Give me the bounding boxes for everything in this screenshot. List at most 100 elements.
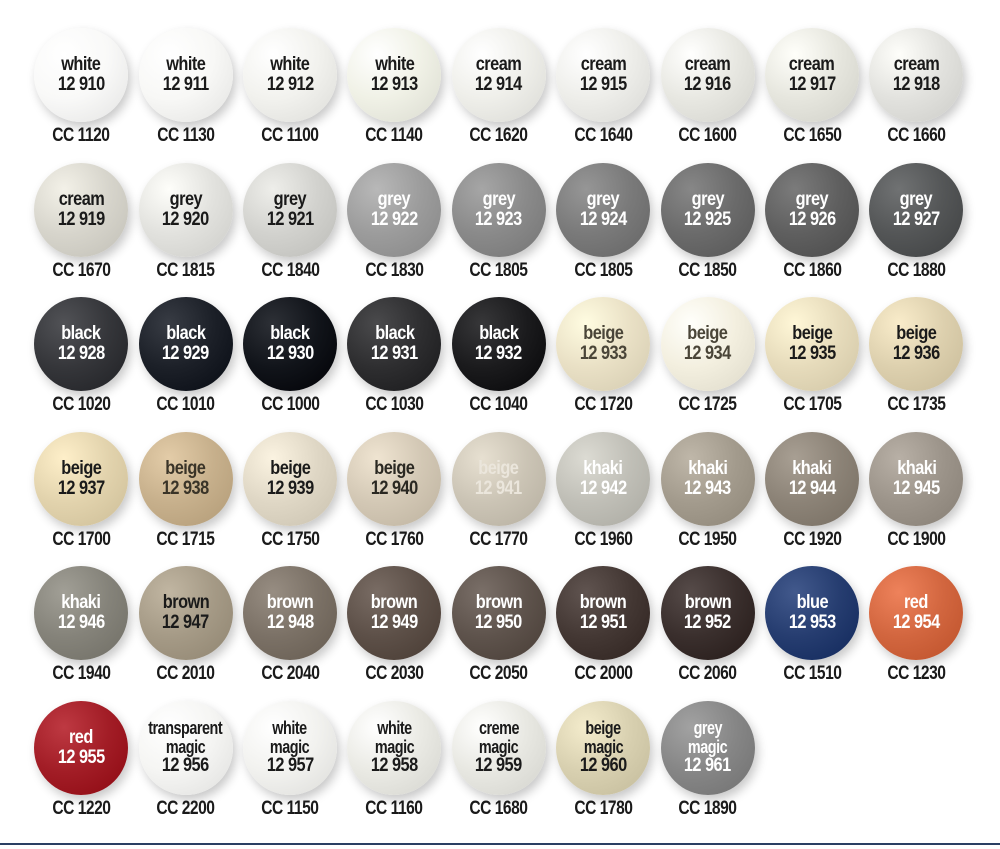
color-swatch: beige 12 935 CC 1705 [760,297,864,432]
color-name: grey [482,188,516,210]
color-code: CC 1650 [782,125,842,146]
color-name: magic [479,736,519,757]
color-number: 12 934 [684,343,731,364]
color-code: CC 1920 [782,528,842,550]
color-swatch: white 12 910 CC 1120 [29,28,133,163]
color-name: black [479,323,519,345]
color-name: beige [791,323,833,345]
color-swatch-grid: white 12 910 CC 1120 white 12 911 CC 1130 whit… [29,28,969,835]
color-name: magic [583,736,624,757]
color-name: grey [691,188,724,210]
color-name: khaki [792,457,832,479]
color-number: 12 921 [266,208,314,230]
color-disc: grey 12 920 [138,162,233,257]
color-number: 12 926 [788,208,836,230]
color-swatch: brown 12 948 CC 2040 [238,566,342,701]
color-disc: white 12 911 [138,28,233,122]
color-code: CC 1805 [574,259,633,281]
color-swatch: beige 12 936 CC 1735 [864,297,968,432]
color-number: 12 958 [370,755,418,777]
color-swatch: blue 12 953 CC 1510 [760,566,864,701]
color-swatch: grey 12 920 CC 1815 [133,162,237,298]
color-swatch: grey 12 922 CC 1830 [342,162,446,298]
color-number: 12 938 [162,477,210,499]
color-name: cream [684,54,731,76]
color-number: 12 923 [475,208,523,230]
color-disc: white 12 910 [34,28,129,122]
color-swatch: brown 12 952 CC 2060 [655,566,759,701]
color-code: CC 1160 [365,797,424,819]
color-code: CC 1860 [782,259,842,281]
color-name: brown [371,592,418,614]
color-disc: grey 12 923 [451,162,546,257]
color-name: black [165,323,206,345]
color-disc: black 12 928 [34,297,129,391]
color-code: CC 1670 [52,259,111,281]
color-number: 12 916 [684,74,731,95]
color-code: CC 1130 [156,125,215,146]
color-code: CC 1620 [469,125,529,146]
color-disc: grey 12 926 [764,162,859,257]
color-code: CC 1040 [469,394,529,415]
color-number: 12 935 [788,343,836,364]
color-disc: beige 12 936 [869,297,964,391]
color-disc: beige 12 937 [34,431,129,526]
color-disc: brown 12 947 [138,566,233,660]
color-code: CC 1830 [365,259,424,281]
color-code: CC 1960 [574,528,633,550]
color-name: beige [374,457,415,479]
color-code: CC 1660 [887,125,946,146]
color-disc: khaki 12 943 [660,431,755,526]
color-number: 12 941 [475,477,523,499]
color-number: 12 918 [892,74,940,95]
color-number: 12 959 [475,755,523,777]
color-swatch: beige 12 940 CC 1760 [342,431,446,567]
color-disc: khaki 12 944 [764,431,859,526]
color-name: cream [580,54,626,76]
color-code: CC 1780 [574,797,633,819]
color-code: CC 2050 [469,663,529,684]
color-name: white [374,54,415,76]
color-code: CC 1805 [469,259,529,281]
color-disc: creme magic 12 959 [451,700,546,795]
color-code: CC 2010 [156,663,216,684]
color-name: beige [585,717,622,738]
color-swatch: black 12 932 CC 1040 [447,297,551,432]
color-swatch: white magic 12 958 CC 1160 [342,700,446,836]
color-disc: khaki 12 946 [34,566,129,660]
color-disc: beige 12 933 [556,297,651,391]
color-name: khaki [687,457,728,479]
color-swatch: transparent magic 12 956 CC 2200 [133,700,237,836]
color-swatch: black 12 928 CC 1020 [29,297,133,432]
color-swatch: grey 12 921 CC 1840 [238,162,342,298]
color-disc: beige 12 940 [347,431,442,526]
bottom-divider [0,843,1000,845]
color-code: CC 1760 [365,528,424,550]
color-swatch: beige 12 937 CC 1700 [29,431,133,567]
color-name: khaki [896,457,937,479]
color-name: grey [586,188,620,210]
color-disc: beige 12 934 [660,297,755,391]
color-name: grey [795,188,829,210]
color-number: 12 943 [684,477,731,499]
color-name: magic [270,736,310,757]
color-name: beige [583,323,624,345]
color-number: 12 937 [57,477,105,499]
color-code: CC 1220 [52,797,111,819]
color-disc: transparent magic 12 956 [138,700,233,795]
color-swatch: khaki 12 945 CC 1900 [864,431,968,567]
color-swatch: cream 12 918 CC 1660 [864,28,968,163]
color-name: beige [165,457,207,479]
color-name: khaki [61,592,102,614]
color-disc: black 12 930 [242,297,337,391]
color-disc: red 12 955 [34,700,129,795]
color-name: grey [273,188,307,210]
color-code: CC 2000 [574,663,633,684]
color-name: cream [789,54,835,76]
color-swatch: black 12 930 CC 1000 [238,297,342,432]
color-code: CC 1120 [52,125,111,146]
color-name: grey [900,188,933,210]
color-disc: white magic 12 958 [347,700,442,795]
color-code: CC 1030 [365,394,424,415]
color-name: transparent [148,717,223,738]
